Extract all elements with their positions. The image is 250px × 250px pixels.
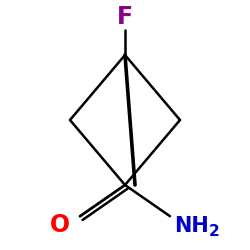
Text: NH: NH — [174, 216, 208, 236]
Text: 2: 2 — [208, 224, 219, 239]
Text: F: F — [117, 6, 133, 30]
Text: O: O — [50, 213, 70, 237]
